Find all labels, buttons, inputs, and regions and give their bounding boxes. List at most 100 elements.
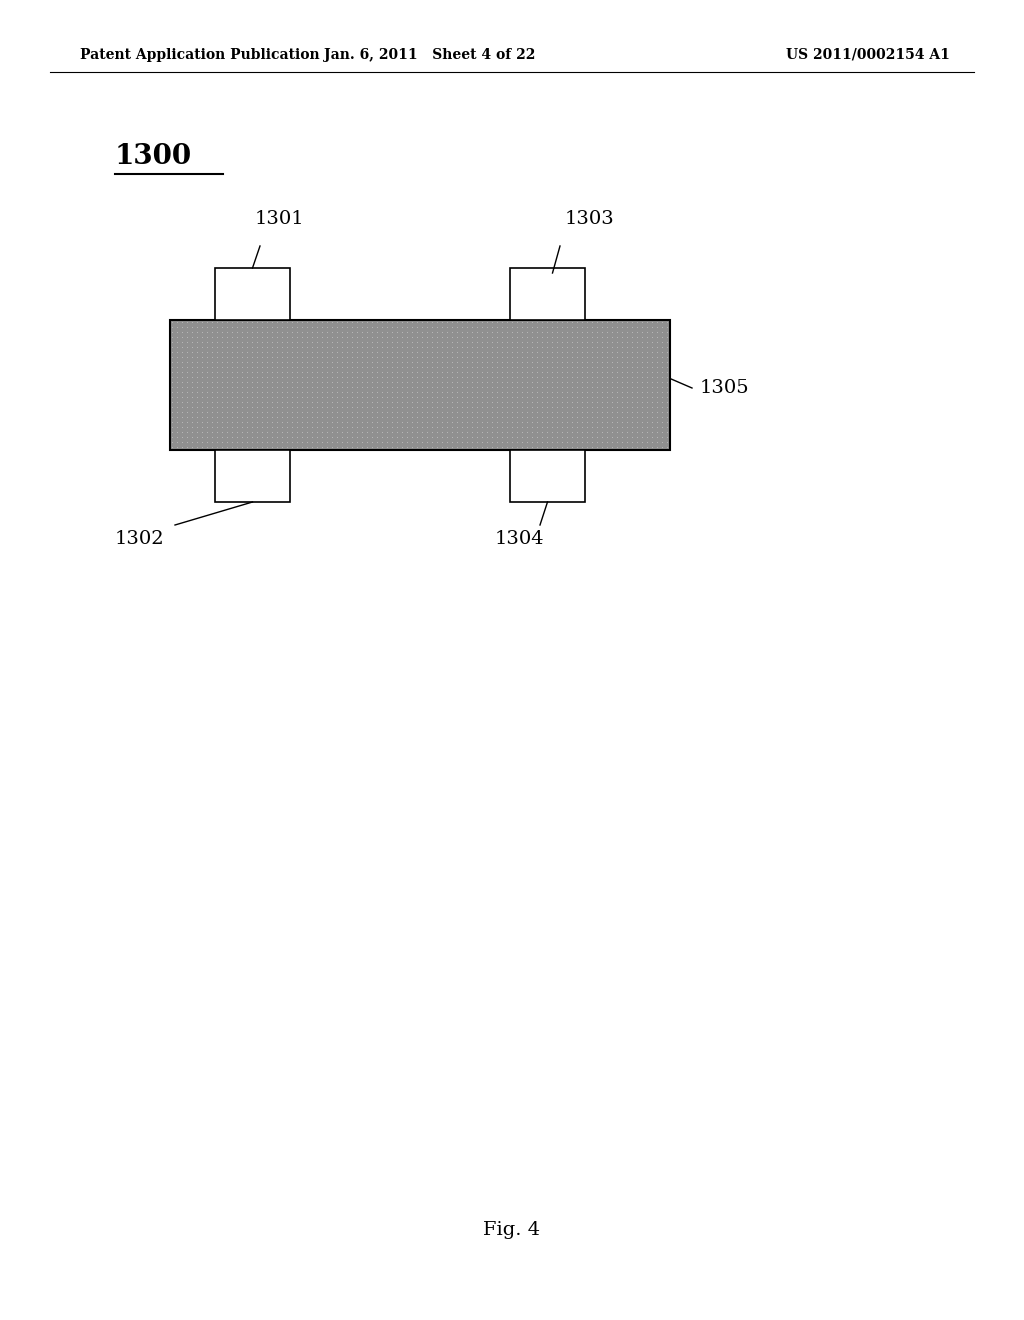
Point (184, 437, 201, 458)
Point (269, 371, 286, 392)
Point (419, 326, 435, 347)
Point (358, 426, 375, 447)
Point (344, 396, 360, 417)
Point (483, 346, 500, 367)
Point (289, 342, 305, 363)
Point (224, 342, 241, 363)
Point (324, 416, 340, 437)
Point (313, 396, 330, 417)
Point (299, 426, 315, 447)
Point (284, 432, 300, 453)
Point (653, 342, 670, 363)
Point (509, 346, 525, 367)
Point (244, 351, 260, 372)
Point (524, 387, 541, 408)
Point (209, 356, 225, 378)
Point (539, 421, 555, 442)
Point (204, 317, 220, 338)
Point (349, 312, 366, 333)
Point (634, 387, 650, 408)
Point (658, 376, 675, 397)
Point (613, 367, 630, 388)
Point (259, 387, 275, 408)
Point (568, 337, 585, 358)
Point (629, 326, 645, 347)
Point (384, 312, 400, 333)
Point (568, 412, 585, 433)
Point (164, 331, 180, 352)
Point (164, 432, 180, 453)
Point (164, 342, 180, 363)
Point (244, 412, 260, 433)
Point (439, 381, 456, 403)
Point (573, 407, 590, 428)
Point (559, 376, 575, 397)
Point (284, 392, 300, 413)
Point (239, 392, 255, 413)
Point (309, 412, 326, 433)
Point (394, 376, 411, 397)
Point (384, 437, 400, 458)
Point (653, 387, 670, 408)
Point (374, 437, 390, 458)
Point (313, 387, 330, 408)
Point (474, 392, 490, 413)
Point (389, 317, 406, 338)
Point (249, 392, 265, 413)
Point (609, 412, 626, 433)
Point (584, 412, 600, 433)
Point (239, 432, 255, 453)
Point (629, 387, 645, 408)
Point (658, 412, 675, 433)
Point (618, 396, 635, 417)
Point (394, 331, 411, 352)
Point (389, 421, 406, 442)
Point (194, 387, 210, 408)
Point (564, 356, 581, 378)
Point (604, 407, 621, 428)
Point (509, 421, 525, 442)
Point (449, 387, 465, 408)
Point (589, 322, 605, 343)
Point (579, 312, 595, 333)
Point (554, 432, 570, 453)
Point (454, 317, 470, 338)
Point (394, 416, 411, 437)
Point (384, 416, 400, 437)
Point (374, 342, 390, 363)
Point (568, 367, 585, 388)
Point (169, 416, 185, 437)
Point (344, 437, 360, 458)
Point (653, 407, 670, 428)
Point (429, 312, 445, 333)
Point (174, 337, 190, 358)
Point (354, 392, 371, 413)
Point (299, 371, 315, 392)
Point (604, 381, 621, 403)
Point (358, 351, 375, 372)
Point (334, 317, 350, 338)
Point (369, 416, 385, 437)
Point (589, 312, 605, 333)
Point (259, 356, 275, 378)
Point (369, 392, 385, 413)
Point (599, 426, 615, 447)
Text: 1305: 1305 (700, 379, 750, 397)
Point (488, 362, 505, 383)
Point (374, 396, 390, 417)
Point (499, 362, 515, 383)
Point (499, 426, 515, 447)
Point (439, 392, 456, 413)
Point (649, 392, 666, 413)
Point (289, 387, 305, 408)
Point (199, 416, 215, 437)
Point (639, 326, 655, 347)
Point (364, 356, 380, 378)
Point (649, 407, 666, 428)
Point (164, 437, 180, 458)
Point (389, 416, 406, 437)
Point (488, 342, 505, 363)
Point (584, 326, 600, 347)
Point (564, 346, 581, 367)
Point (443, 346, 460, 367)
